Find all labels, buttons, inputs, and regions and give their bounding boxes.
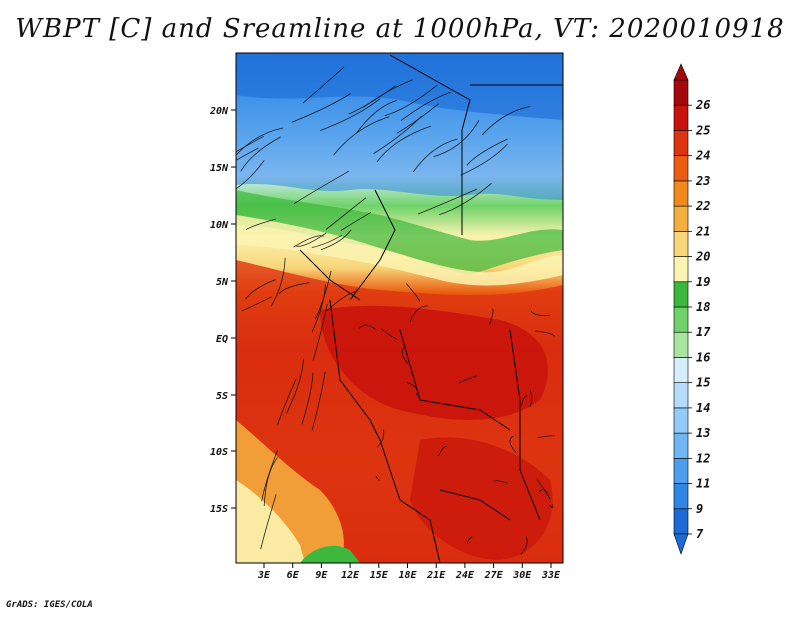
colorbar-label: 9: [696, 502, 703, 516]
streamlines: [236, 66, 556, 555]
colorbar-swatch: [673, 508, 689, 535]
colorbar-swatch: [673, 79, 689, 106]
colorbar-label: 11: [696, 477, 710, 491]
colorbar-label: 22: [695, 199, 710, 213]
colorbar-label: 17: [696, 325, 711, 339]
colorbar-label: 25: [695, 123, 710, 137]
colorbar-label: 26: [695, 98, 710, 112]
lon-label: 9E: [315, 570, 328, 581]
colorbar-label: 15: [696, 376, 710, 390]
lon-label: 15E: [370, 570, 389, 581]
colorbar-label: 12: [696, 451, 710, 465]
latitude-axis: 20N 15N 10N 5N EQ 5S 10S 15S: [209, 106, 236, 515]
colorbar-label: 13: [696, 426, 710, 440]
colorbar-swatch: [673, 281, 689, 308]
colorbar-label: 7: [696, 527, 704, 541]
lat-label: 5N: [216, 277, 229, 288]
colorbar-swatch: [673, 306, 689, 333]
lat-label: 5S: [216, 391, 228, 402]
colorbar-label: 19: [696, 275, 710, 289]
colorbar-label: 23: [695, 174, 710, 188]
colorbar-label: 20: [695, 250, 710, 264]
colorbar-label: 14: [696, 401, 710, 415]
colorbar-label: 21: [695, 224, 710, 238]
colorbar-swatch: [673, 407, 689, 434]
lon-label: 30E: [512, 570, 532, 581]
lat-label: 15N: [210, 163, 229, 174]
colorbar-label: 16: [696, 350, 710, 364]
lat-label: EQ: [216, 334, 228, 345]
lon-label: 3E: [257, 570, 271, 581]
lon-label: 33E: [541, 570, 561, 581]
lon-label: 21E: [426, 570, 446, 581]
wbpt-field: [236, 53, 563, 563]
colorbar-swatch: [673, 104, 689, 131]
lon-label: 24E: [455, 570, 475, 581]
lat-label: 20N: [209, 106, 229, 117]
colorbar-swatch: [673, 483, 689, 510]
map-title: WBPT [C] and Sreamline at 1000hPa, VT: 2…: [15, 14, 785, 44]
colorbar-label: 18: [696, 300, 710, 314]
grads-credit: GrADS: IGES/COLA: [6, 600, 93, 610]
colorbar-swatch: [673, 256, 689, 283]
lon-label: 12E: [341, 570, 360, 581]
colorbar-swatch: [673, 382, 689, 409]
longitude-axis: 3E 6E 9E 12E 15E 18E 21E 24E 27E 30E 33E: [257, 563, 561, 581]
lat-label: 15S: [210, 504, 228, 515]
lon-label: 18E: [398, 570, 417, 581]
country-borders: [299, 54, 563, 563]
colorbar-swatch: [673, 130, 689, 156]
colorbar-bottom-arrow: [673, 533, 689, 555]
colorbar-swatch: [673, 231, 689, 257]
colorbar-label: 24: [695, 149, 710, 163]
colorbar-swatch: [673, 331, 689, 358]
colorbar-swatch: [673, 155, 689, 182]
colorbar-swatch: [673, 357, 689, 383]
colorbar: 7 9 11 12 13 14 15 16 17 18 19 20 21 22 23 24 25 26: [673, 63, 711, 555]
lat-label: 10S: [210, 447, 228, 458]
lat-label: 10N: [210, 220, 229, 231]
lon-label: 27E: [484, 570, 504, 581]
colorbar-swatch: [673, 180, 689, 207]
colorbar-swatch: [673, 458, 689, 484]
lon-label: 6E: [287, 570, 300, 581]
map-frame: [235, 52, 564, 564]
colorbar-swatch: [673, 205, 689, 232]
colorbar-top-arrow: [673, 63, 689, 81]
colorbar-swatch: [673, 432, 689, 459]
